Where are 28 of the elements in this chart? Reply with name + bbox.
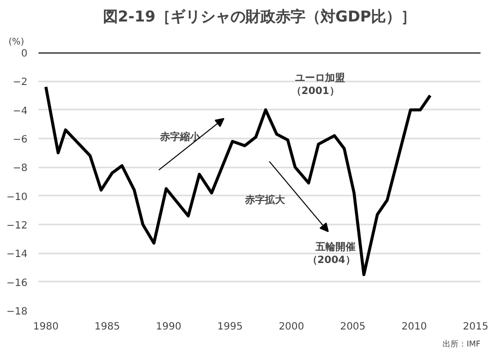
x-tick-label: 1980 xyxy=(33,322,59,332)
x-tick-label: 2000 xyxy=(278,322,304,332)
y-tick-label: −10 xyxy=(6,192,28,203)
y-tick-label: −6 xyxy=(12,134,28,146)
x-tick-label: 1985 xyxy=(94,322,120,332)
x-tick-label: 1990 xyxy=(156,322,182,332)
x-tick-label: 2005 xyxy=(340,322,366,332)
annotation: 赤字縮小 xyxy=(159,130,202,143)
y-tick-label: −12 xyxy=(6,220,28,232)
annotation: 五輪開催 xyxy=(314,241,356,254)
annotation: ユーロ加盟 xyxy=(295,72,346,84)
y-axis-title: (%) xyxy=(8,38,24,48)
y-tick-label: 0 xyxy=(21,48,28,60)
y-tick-label: −14 xyxy=(6,249,28,260)
y-tick-label: −2 xyxy=(12,77,28,88)
annotation: 赤字拡大 xyxy=(244,194,286,206)
x-tick-label: 2015 xyxy=(462,322,488,332)
y-tick-label: −18 xyxy=(6,306,28,318)
annotation: （2004） xyxy=(307,255,356,266)
annotation: （2001） xyxy=(291,86,340,97)
x-tick-label: 1995 xyxy=(217,322,243,332)
y-tick-label: −4 xyxy=(12,106,28,117)
text: 出所：IMF xyxy=(442,340,481,348)
x-tick-label: 2010 xyxy=(401,322,427,332)
line-series xyxy=(44,85,432,276)
y-tick-label: −8 xyxy=(12,163,28,174)
chart-title: 図2-19［ギリシャの財政赤字（対GDP比）］ xyxy=(102,8,416,26)
y-tick-label: −16 xyxy=(6,278,28,289)
